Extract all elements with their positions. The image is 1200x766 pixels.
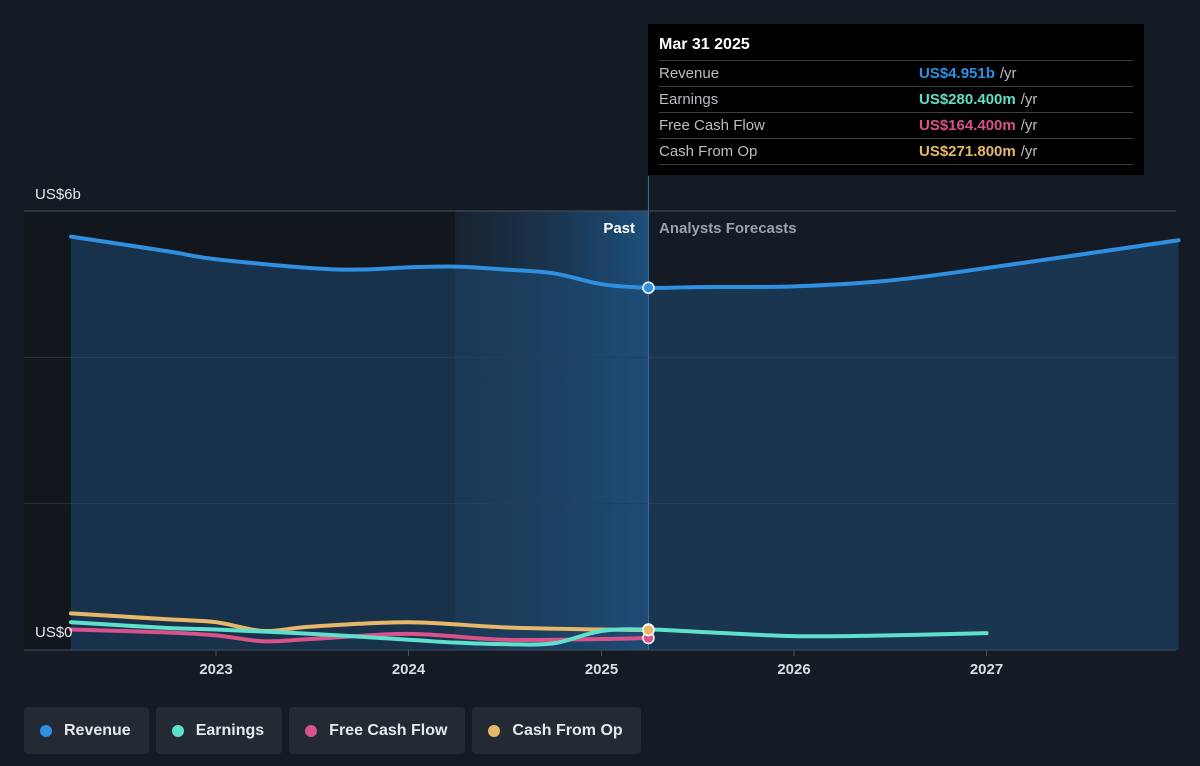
tooltip-row-value: US$164.400m [919, 117, 1016, 134]
legend: Revenue Earnings Free Cash Flow Cash Fro… [24, 707, 641, 754]
tooltip-row-name: Free Cash Flow [659, 117, 765, 134]
tooltip-row-revenue: Revenue US$4.951b /yr [659, 60, 1133, 86]
y-top-label: US$6b [35, 186, 81, 203]
series-line-revenue [68, 234, 1181, 290]
tooltip-date: Mar 31 2025 [659, 36, 750, 53]
x-axis-ticks: 2023 2024 2025 2026 2027 [199, 650, 1003, 678]
tooltip-row-free-cash-flow: Free Cash Flow US$164.400m /yr [659, 112, 1133, 138]
tooltip-row-unit: /yr [1020, 91, 1038, 108]
legend-label: Free Cash Flow [329, 721, 448, 739]
series-lines [68, 234, 1181, 647]
revenue-area-fill [70, 236, 1179, 650]
tooltip-row-earnings: Earnings US$280.400m /yr [659, 86, 1133, 112]
x-tick-label: 2024 [392, 661, 426, 678]
cursor-dots [642, 281, 655, 645]
tooltip-row-unit: /yr [1020, 117, 1038, 134]
forecast-label: Analysts Forecasts [659, 220, 797, 237]
legend-dot-icon [305, 724, 318, 737]
legend-dot-icon [40, 724, 52, 737]
tooltip-row-unit: /yr [1020, 143, 1038, 160]
tooltip-row-unit: /yr [999, 65, 1017, 82]
tooltip-row-name: Revenue [659, 65, 720, 82]
tooltip-row-value: US$280.400m [919, 91, 1016, 108]
tooltip-row-value: US$4.951b [919, 65, 995, 82]
tooltip-row-cash-from-op: Cash From Op US$271.800m /yr [659, 138, 1133, 165]
cursor-dot-revenue [642, 281, 655, 295]
x-tick-label: 2025 [585, 661, 618, 678]
x-tick-label: 2027 [970, 661, 1003, 678]
legend-item-free-cash-flow[interactable]: Free Cash Flow [289, 707, 466, 754]
tooltip-panel: Mar 31 2025 Revenue US$4.951b /yr Earnin… [648, 24, 1144, 175]
tooltip-row-name: Earnings [659, 91, 719, 108]
cursor-dot-cash-from-op [642, 623, 655, 637]
series-line-earnings [68, 620, 989, 647]
past-label: Past [603, 220, 635, 237]
x-tick-label: 2023 [199, 661, 232, 678]
legend-item-cash-from-op[interactable]: Cash From Op [472, 707, 641, 754]
legend-label: Cash From Op [512, 721, 623, 739]
tooltip-row-name: Cash From Op [659, 143, 758, 160]
legend-item-earnings[interactable]: Earnings [155, 707, 283, 754]
y-bottom-label: US$0 [35, 624, 73, 641]
legend-label: Revenue [64, 721, 131, 739]
legend-dot-icon [171, 724, 184, 737]
legend-dot-icon [488, 724, 501, 737]
series-line-cash-from-op [68, 611, 651, 634]
tooltip-row-value: US$271.800m [919, 143, 1016, 160]
x-tick-label: 2026 [777, 661, 810, 678]
legend-item-revenue[interactable]: Revenue [24, 707, 149, 754]
legend-label: Earnings [195, 721, 265, 739]
